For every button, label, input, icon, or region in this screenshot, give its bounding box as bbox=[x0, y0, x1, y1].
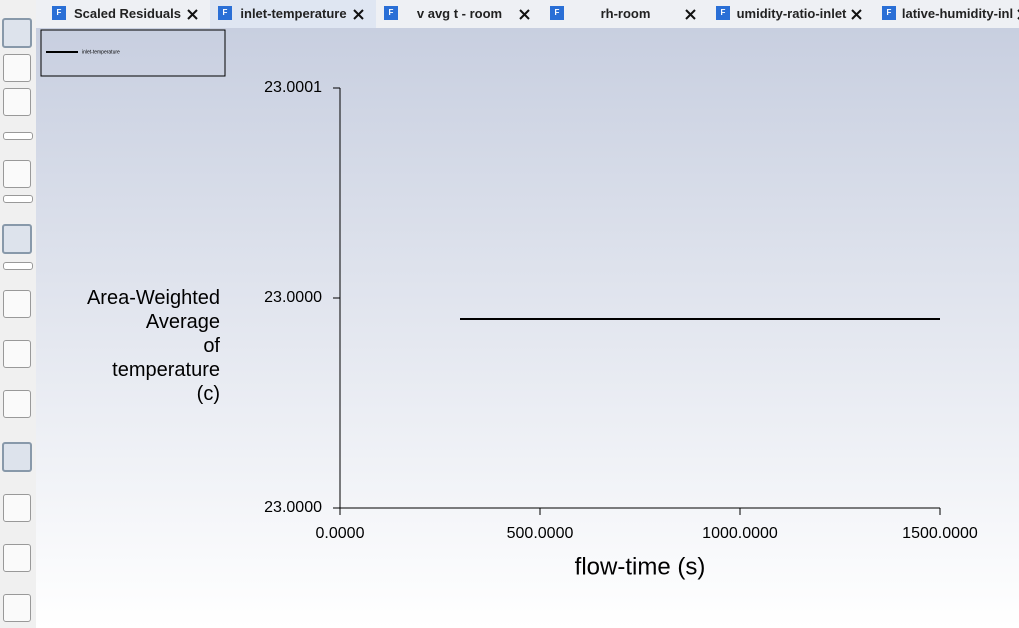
y-tick-label: 23.0000 bbox=[264, 499, 322, 516]
tab-close[interactable] bbox=[187, 9, 198, 20]
tab-close[interactable] bbox=[353, 9, 364, 20]
x-tick-label: 500.0000 bbox=[507, 525, 574, 542]
legend-box bbox=[40, 29, 226, 77]
expand-button[interactable] bbox=[3, 262, 33, 270]
x-axis-label: flow-time (s) bbox=[575, 553, 706, 580]
plot-button[interactable] bbox=[2, 224, 32, 254]
y-axis-label-line: temperature bbox=[112, 359, 220, 381]
toolbar bbox=[0, 0, 36, 628]
x-tick-label: 0.0000 bbox=[316, 525, 365, 542]
axes-button[interactable] bbox=[2, 442, 32, 472]
tab-label: v avg t - room bbox=[416, 6, 503, 21]
toggle-button[interactable] bbox=[3, 390, 31, 418]
x-tick-label: 1000.0000 bbox=[702, 525, 778, 542]
tab-icon: F bbox=[716, 6, 730, 20]
legend-label: inlet-temperature bbox=[82, 49, 120, 55]
y-axis-label-line: Average bbox=[145, 311, 220, 333]
window-button[interactable] bbox=[3, 594, 31, 622]
tab-icon: F bbox=[384, 6, 398, 20]
close-glyph bbox=[519, 9, 530, 20]
zoom-box-button[interactable] bbox=[3, 160, 31, 188]
close-glyph bbox=[353, 9, 364, 20]
tab-label: inlet-temperature bbox=[240, 6, 347, 21]
report-button[interactable] bbox=[3, 494, 31, 522]
expand-button[interactable] bbox=[3, 132, 33, 140]
y-axis-label: Area-Weighted Average of temperature (c) bbox=[40, 286, 220, 406]
rotate-button[interactable] bbox=[2, 18, 32, 48]
close-glyph bbox=[187, 9, 198, 20]
plot-background bbox=[36, 28, 1019, 628]
tab-label: lative-humidity-inl bbox=[901, 6, 1014, 21]
y-axis-label-line: (c) bbox=[196, 383, 220, 405]
view-button[interactable] bbox=[3, 340, 31, 368]
y-axis-label-line: of bbox=[203, 335, 220, 357]
x-tick-label: 1500.0000 bbox=[902, 525, 978, 542]
box-button[interactable] bbox=[3, 544, 31, 572]
pan-button[interactable] bbox=[3, 54, 31, 82]
tab-icon: F bbox=[550, 6, 564, 20]
y-tick-label: 23.0000 bbox=[264, 289, 322, 306]
close-glyph bbox=[851, 9, 862, 20]
y-tick-label: 23.0001 bbox=[264, 79, 322, 96]
tab-icon: F bbox=[52, 6, 66, 20]
tab-icon: F bbox=[218, 6, 232, 20]
lights-button[interactable] bbox=[3, 290, 31, 318]
tab-label: Scaled Residuals bbox=[74, 6, 181, 21]
tab-close[interactable] bbox=[685, 9, 696, 20]
tab-close[interactable] bbox=[851, 9, 862, 20]
zoom-button[interactable] bbox=[3, 88, 31, 116]
tab-label: rh-room bbox=[600, 6, 651, 21]
tab[interactable]: F Scaled Residuals bbox=[44, 0, 210, 28]
tab-label: umidity-ratio-inlet bbox=[736, 6, 847, 21]
y-axis-label-line: Area-Weighted bbox=[86, 287, 220, 309]
tab-icon: F bbox=[882, 6, 896, 20]
close-glyph bbox=[685, 9, 696, 20]
tab-close[interactable] bbox=[519, 9, 530, 20]
expand-button[interactable] bbox=[3, 195, 33, 203]
